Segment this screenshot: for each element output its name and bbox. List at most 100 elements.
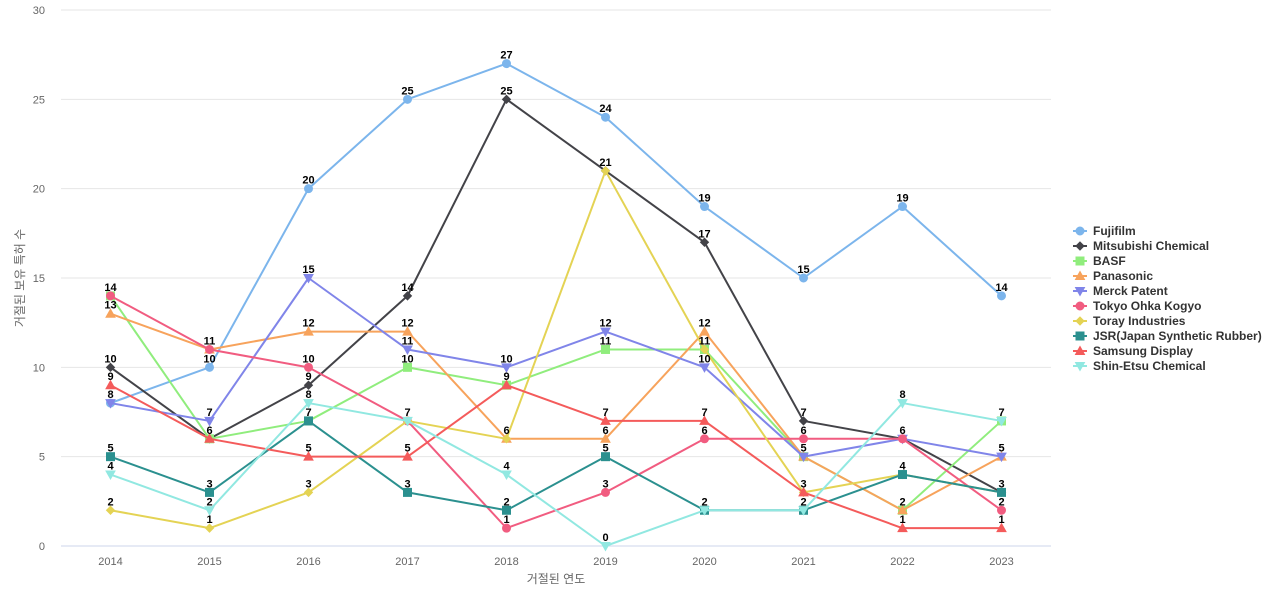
legend-label: Shin-Etsu Chemical <box>1093 359 1206 373</box>
data-point[interactable] <box>106 452 115 462</box>
data-label: 4 <box>899 461 906 473</box>
data-point[interactable] <box>303 326 314 336</box>
data-point[interactable] <box>798 416 809 426</box>
data-label: 12 <box>302 318 314 330</box>
data-point[interactable] <box>304 362 313 372</box>
data-point[interactable] <box>105 362 116 373</box>
legend-item[interactable]: Panasonic <box>1073 269 1153 283</box>
data-point[interactable] <box>105 308 116 318</box>
legend-item[interactable]: Fujifilm <box>1073 224 1136 238</box>
data-point[interactable] <box>996 416 1007 427</box>
data-point[interactable] <box>601 112 610 122</box>
legend-item[interactable]: Shin-Etsu Chemical <box>1073 359 1206 373</box>
data-point[interactable] <box>402 345 413 355</box>
data-point[interactable] <box>699 415 710 425</box>
data-label: 9 <box>107 371 113 383</box>
data-point[interactable] <box>798 506 809 516</box>
data-point[interactable] <box>798 452 809 463</box>
data-point[interactable] <box>799 434 808 444</box>
data-point[interactable] <box>897 504 908 515</box>
legend-item[interactable]: Mitsubishi Chemical <box>1073 239 1209 253</box>
data-point[interactable] <box>304 184 313 194</box>
data-point[interactable] <box>501 379 512 390</box>
legend-item[interactable]: Toray Industries <box>1073 314 1186 328</box>
data-point[interactable] <box>304 416 313 426</box>
data-point[interactable] <box>403 362 412 372</box>
data-point[interactable] <box>897 399 908 409</box>
data-point[interactable] <box>997 505 1006 515</box>
data-point[interactable] <box>403 487 412 497</box>
data-point[interactable] <box>699 363 710 373</box>
data-point[interactable] <box>700 434 709 444</box>
legend-label: Samsung Display <box>1093 344 1193 358</box>
legend-item[interactable]: Tokyo Ohka Kogyo <box>1073 299 1201 313</box>
data-point[interactable] <box>502 505 511 515</box>
data-point[interactable] <box>105 379 116 390</box>
data-point[interactable] <box>105 505 116 515</box>
data-point[interactable] <box>601 452 610 462</box>
data-point[interactable] <box>403 94 412 104</box>
data-point[interactable] <box>303 274 314 284</box>
data-point[interactable] <box>303 399 314 409</box>
data-point[interactable] <box>997 291 1006 301</box>
data-point[interactable] <box>502 59 511 69</box>
data-point[interactable] <box>898 470 907 480</box>
data-point[interactable] <box>600 166 611 176</box>
data-point[interactable] <box>601 344 610 354</box>
data-point[interactable] <box>106 291 115 301</box>
data-point[interactable] <box>303 380 314 390</box>
data-point[interactable] <box>501 434 512 444</box>
data-point[interactable] <box>799 273 808 283</box>
data-point[interactable] <box>996 452 1007 463</box>
data-point[interactable] <box>898 434 907 444</box>
data-point[interactable] <box>601 487 610 497</box>
data-label: 2 <box>503 496 509 508</box>
data-point[interactable] <box>700 202 709 212</box>
data-point[interactable] <box>105 399 116 409</box>
data-label: 6 <box>206 425 212 437</box>
data-point[interactable] <box>600 415 611 425</box>
data-point[interactable] <box>502 523 511 533</box>
data-point[interactable] <box>699 344 710 355</box>
data-point[interactable] <box>699 326 710 336</box>
data-point[interactable] <box>303 451 314 461</box>
data-labels: 1413109854211107632120151210987532514121… <box>104 50 1008 544</box>
data-point[interactable] <box>204 523 215 533</box>
data-label: 6 <box>800 425 806 437</box>
legend-item[interactable]: Merck Patent <box>1073 284 1168 298</box>
data-point[interactable] <box>402 451 413 461</box>
legend-item[interactable]: JSR(Japan Synthetic Rubber) <box>1073 329 1262 343</box>
data-point[interactable] <box>105 470 116 481</box>
data-point[interactable] <box>402 416 413 427</box>
data-point[interactable] <box>204 416 215 427</box>
data-point[interactable] <box>205 362 214 372</box>
data-label: 9 <box>305 371 311 383</box>
data-point[interactable] <box>402 326 413 336</box>
data-point[interactable] <box>204 433 215 443</box>
x-tick-label: 2021 <box>791 556 815 568</box>
data-point[interactable] <box>898 202 907 212</box>
data-point[interactable] <box>402 291 413 301</box>
data-point[interactable] <box>600 542 611 552</box>
data-point[interactable] <box>205 487 214 497</box>
data-point[interactable] <box>205 344 214 354</box>
data-label: 12 <box>401 318 413 330</box>
data-point[interactable] <box>501 363 512 373</box>
legend-item[interactable]: BASF <box>1073 254 1126 268</box>
data-point[interactable] <box>204 506 215 516</box>
legend-item[interactable]: Samsung Display <box>1073 344 1193 358</box>
data-point[interactable] <box>897 522 908 533</box>
data-point[interactable] <box>798 486 809 497</box>
data-label: 7 <box>206 407 212 419</box>
data-point[interactable] <box>501 470 512 481</box>
data-point[interactable] <box>997 487 1006 497</box>
data-point[interactable] <box>699 506 710 516</box>
data-point[interactable] <box>501 94 512 105</box>
data-label: 1 <box>503 514 509 526</box>
data-point[interactable] <box>303 487 314 498</box>
data-point[interactable] <box>699 237 710 247</box>
data-point[interactable] <box>600 433 611 443</box>
data-point[interactable] <box>600 327 611 338</box>
data-point[interactable] <box>996 522 1007 533</box>
